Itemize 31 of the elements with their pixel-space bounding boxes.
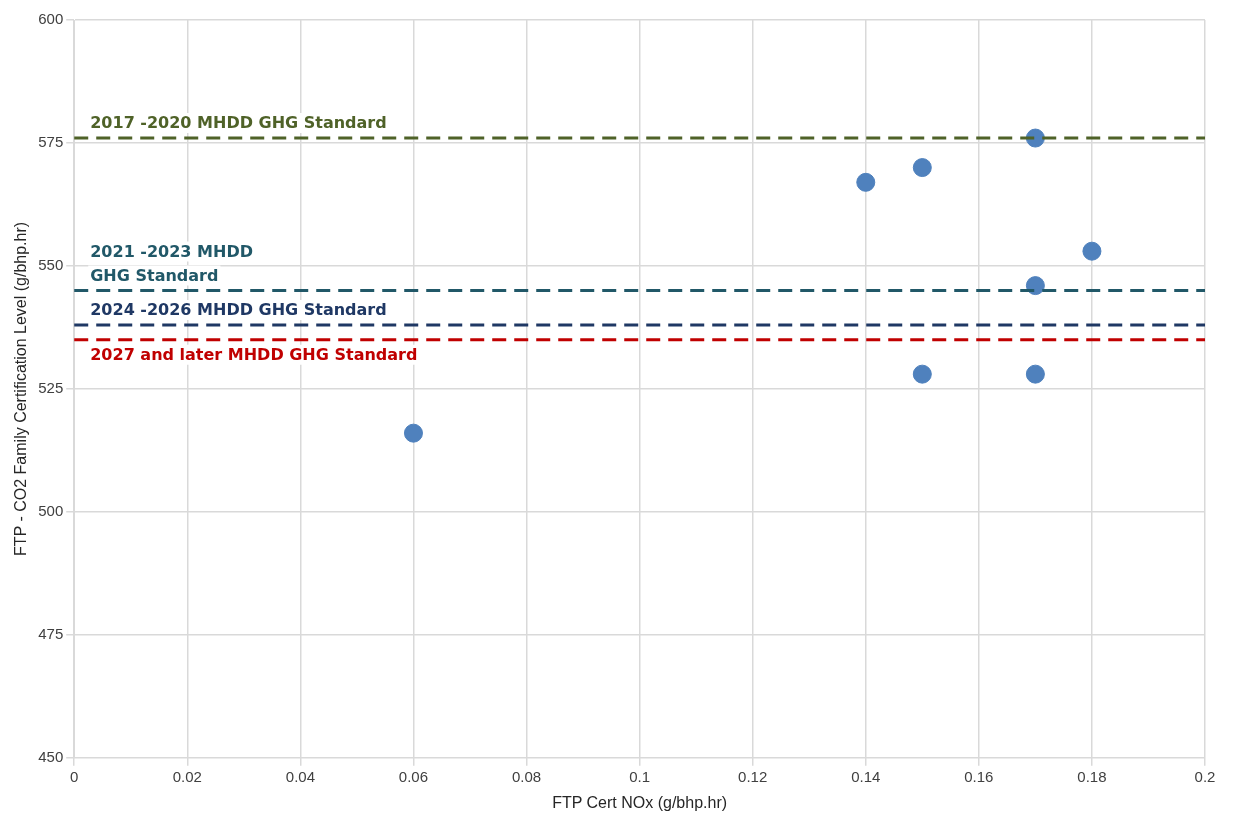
x-tick-label: 0.1 — [629, 767, 651, 785]
y-tick-label: 600 — [38, 10, 64, 28]
x-tick-label: 0.2 — [1194, 767, 1216, 785]
ref-line-label: 2024 -2026 MHDD GHG Standard — [90, 299, 387, 319]
y-axis-title: FTP - CO2 Family Certification Level (g/bhp.hr) — [12, 221, 30, 556]
point — [912, 364, 932, 384]
x-tick-label: 0.16 — [964, 767, 994, 785]
x-axis-title: FTP Cert NOx (g/bhp.hr) — [552, 793, 728, 811]
x-tick-label: 0.14 — [851, 767, 881, 785]
x-tick-label: 0.06 — [398, 767, 429, 785]
y-tick-label: 575 — [38, 133, 64, 151]
ref-line-label: 2017 -2020 MHDD GHG Standard — [90, 113, 387, 133]
y-tick-label: 500 — [38, 502, 64, 520]
x-tick-label: 0.18 — [1077, 767, 1107, 785]
x-tick-label: 0.04 — [285, 767, 315, 785]
point — [1082, 241, 1102, 261]
point — [912, 158, 932, 178]
ref-line-label: 2027 and later MHDD GHG Standard — [90, 344, 418, 364]
x-tick-label: 0.08 — [511, 767, 542, 785]
x-tick-label: 0.12 — [738, 767, 768, 785]
ref-line-label: 2021 -2023 MHDD GHG Standard — [90, 241, 253, 285]
point — [403, 423, 423, 443]
y-tick-label: 525 — [38, 379, 64, 397]
y-tick-label: 450 — [38, 747, 64, 765]
point — [1025, 276, 1045, 296]
y-tick-label: 475 — [38, 624, 64, 642]
x-tick-label: 0 — [70, 767, 79, 785]
y-tick-label: 550 — [38, 256, 64, 274]
point — [1025, 364, 1045, 384]
x-tick-label: 0.02 — [172, 767, 202, 785]
point — [856, 172, 876, 192]
